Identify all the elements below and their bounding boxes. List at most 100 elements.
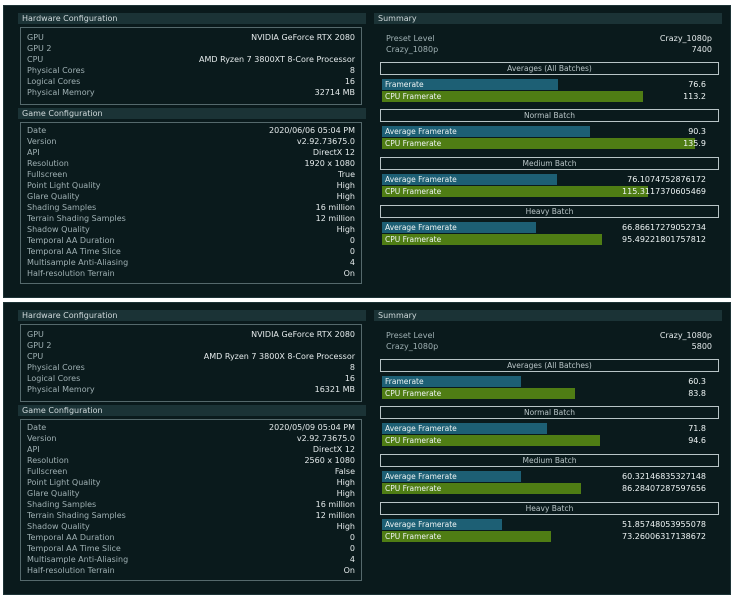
game-key: Terrain Shading Samples bbox=[27, 214, 126, 223]
hardware-row: Physical Memory 16321 MB bbox=[21, 384, 361, 395]
game-row: Half-resolution Terrain On bbox=[21, 268, 361, 279]
game-row: Version v2.92.73675.0 bbox=[21, 136, 361, 147]
hardware-value: 16 bbox=[344, 77, 355, 86]
preset-level-label: Preset Level bbox=[386, 34, 435, 43]
game-key: Temporal AA Duration bbox=[27, 236, 115, 245]
game-config-box: Date 2020/05/09 05:04 PM Version v2.92.7367… bbox=[20, 419, 362, 581]
game-row: Temporal AA Time Slice 0 bbox=[21, 543, 361, 554]
bar-value: 113.2 bbox=[683, 92, 706, 101]
hardware-value: 16321 MB bbox=[314, 385, 355, 394]
game-config-header: Game Configuration bbox=[18, 405, 366, 416]
game-value: True bbox=[338, 170, 355, 179]
game-value: 4 bbox=[349, 555, 355, 564]
hardware-key: Physical Cores bbox=[27, 363, 85, 372]
game-key: Version bbox=[27, 137, 57, 146]
framerate-bar: Framerate bbox=[382, 79, 558, 90]
bar-value: 73.26006317138672 bbox=[622, 532, 706, 541]
hardware-row: Physical Memory 32714 MB bbox=[21, 87, 361, 98]
batch-header: Medium Batch bbox=[380, 454, 719, 467]
hardware-value: 32714 MB bbox=[314, 88, 355, 97]
cpu-framerate-bar: CPU Framerate bbox=[382, 531, 551, 542]
game-row: Terrain Shading Samples 12 million bbox=[21, 510, 361, 521]
preset-level-row: Preset Level Crazy_1080p bbox=[380, 33, 718, 44]
game-row: API DirectX 12 bbox=[21, 147, 361, 158]
batch-header: Medium Batch bbox=[380, 157, 719, 170]
bar-value: 60.32146835327148 bbox=[622, 472, 706, 481]
game-key: Terrain Shading Samples bbox=[27, 511, 126, 520]
hardware-value: AMD Ryzen 7 3800X 8-Core Processor bbox=[203, 352, 355, 361]
game-row: Shading Samples 16 million bbox=[21, 202, 361, 213]
hardware-key: GPU bbox=[27, 33, 44, 42]
batch-header: Heavy Batch bbox=[380, 502, 719, 515]
framerate-bar: Average Framerate bbox=[382, 222, 536, 233]
game-value: v2.92.73675.0 bbox=[296, 434, 355, 443]
hardware-row: Physical Cores 8 bbox=[21, 65, 361, 76]
framerate-bar: Average Framerate bbox=[382, 174, 557, 185]
game-value: False bbox=[334, 467, 355, 476]
game-key: Shading Samples bbox=[27, 203, 97, 212]
hardware-row: CPU AMD Ryzen 7 3800X 8-Core Processor bbox=[21, 351, 361, 362]
bar-value: 66.86617279052734 bbox=[622, 223, 706, 232]
game-row: Temporal AA Duration 0 bbox=[21, 235, 361, 246]
game-value: 2020/06/06 05:04 PM bbox=[269, 126, 355, 135]
framerate-bar: Average Framerate bbox=[382, 519, 502, 530]
bar-value: 76.1074752876172 bbox=[627, 175, 706, 184]
game-row: Resolution 1920 x 1080 bbox=[21, 158, 361, 169]
hardware-key: GPU bbox=[27, 330, 44, 339]
game-key: Glare Quality bbox=[27, 489, 80, 498]
game-value: DirectX 12 bbox=[312, 148, 355, 157]
game-key: Temporal AA Duration bbox=[27, 533, 115, 542]
hardware-row: GPU 2 bbox=[21, 43, 361, 54]
score-value: 7400 bbox=[691, 45, 712, 54]
bar-value: 83.8 bbox=[688, 389, 706, 398]
game-value: 12 million bbox=[315, 511, 355, 520]
game-row: Glare Quality High bbox=[21, 488, 361, 499]
game-value: 0 bbox=[349, 236, 355, 245]
game-config-header: Game Configuration bbox=[18, 108, 366, 119]
preset-level-row: Preset Level Crazy_1080p bbox=[380, 330, 718, 341]
bar-value: 90.3 bbox=[688, 127, 706, 136]
game-key: API bbox=[27, 445, 40, 454]
game-key: Resolution bbox=[27, 456, 69, 465]
game-key: Point Light Quality bbox=[27, 181, 101, 190]
bar-value: 86.28407287597656 bbox=[622, 484, 706, 493]
game-value: 12 million bbox=[315, 214, 355, 223]
hardware-row: Logical Cores 16 bbox=[21, 76, 361, 87]
cpu-framerate-bar: CPU Framerate bbox=[382, 483, 581, 494]
game-key: Shadow Quality bbox=[27, 522, 90, 531]
hardware-row: GPU NVIDIA GeForce RTX 2080 bbox=[21, 329, 361, 340]
game-row: Temporal AA Duration 0 bbox=[21, 532, 361, 543]
cpu-framerate-bar: CPU Framerate bbox=[382, 138, 695, 149]
hardware-row: GPU NVIDIA GeForce RTX 2080 bbox=[21, 32, 361, 43]
game-key: Fullscreen bbox=[27, 467, 68, 476]
hardware-value: 16 bbox=[344, 374, 355, 383]
game-key: Date bbox=[27, 126, 47, 135]
framerate-bar: Framerate bbox=[382, 376, 521, 387]
game-row: Temporal AA Time Slice 0 bbox=[21, 246, 361, 257]
score-value: 5800 bbox=[691, 342, 712, 351]
game-row: Half-resolution Terrain On bbox=[21, 565, 361, 576]
game-value: On bbox=[343, 269, 355, 278]
hardware-value: 8 bbox=[349, 66, 355, 75]
game-value: 16 million bbox=[315, 500, 355, 509]
game-row: Multisample Anti-Aliasing 4 bbox=[21, 257, 361, 268]
hardware-config-box: GPU NVIDIA GeForce RTX 2080 GPU 2 CPU AMD Ry… bbox=[20, 324, 362, 402]
hardware-config-box: GPU NVIDIA GeForce RTX 2080 GPU 2 CPU AMD Ry… bbox=[20, 27, 362, 105]
bar-value: 95.49221801757812 bbox=[622, 235, 706, 244]
game-value: High bbox=[336, 225, 355, 234]
framerate-bar: Average Framerate bbox=[382, 126, 590, 137]
benchmark-screen-2: Hardware Configuration GPU NVIDIA GeForce … bbox=[3, 302, 731, 595]
hardware-key: Logical Cores bbox=[27, 77, 81, 86]
score-label: Crazy_1080p bbox=[386, 342, 439, 351]
framerate-bar: Average Framerate bbox=[382, 471, 521, 482]
bar-value: 51.85748053955078 bbox=[622, 520, 706, 529]
bar-value: 94.6 bbox=[688, 436, 706, 445]
game-row: Glare Quality High bbox=[21, 191, 361, 202]
hardware-key: CPU bbox=[27, 55, 44, 64]
game-key: Glare Quality bbox=[27, 192, 80, 201]
game-key: Temporal AA Time Slice bbox=[27, 544, 121, 553]
cpu-framerate-bar: CPU Framerate bbox=[382, 435, 600, 446]
game-value: v2.92.73675.0 bbox=[296, 137, 355, 146]
game-key: Version bbox=[27, 434, 57, 443]
batch-header: Averages (All Batches) bbox=[380, 359, 719, 372]
